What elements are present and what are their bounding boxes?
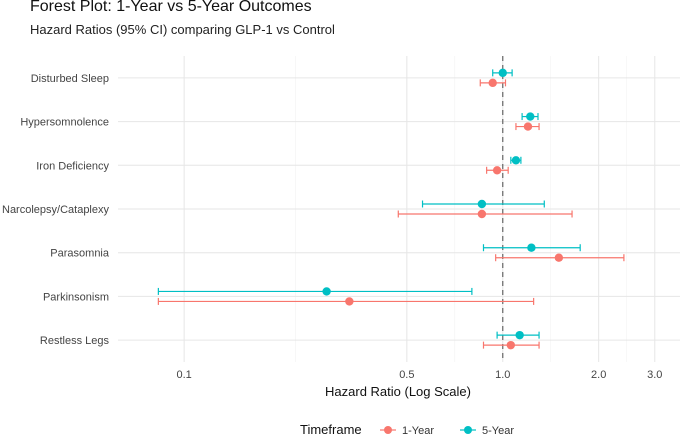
hr-point bbox=[477, 199, 487, 209]
hr-point bbox=[492, 166, 502, 175]
chart-title: Forest Plot: 1-Year vs 5-Year Outcomes bbox=[30, 0, 312, 15]
hr-point bbox=[477, 209, 487, 219]
legend: Timeframe 1-Year 5-Year bbox=[300, 422, 514, 436]
series-1-Year bbox=[157, 78, 625, 350]
hr-point bbox=[523, 122, 533, 131]
hr-point bbox=[515, 330, 524, 340]
x-tick-label: 3.0 bbox=[647, 369, 662, 381]
forest-plot: Disturbed Sleep Hypersomnolence Iron Defic… bbox=[2, 56, 680, 399]
series-5-Year bbox=[157, 68, 581, 340]
x-tick-label: 0.5 bbox=[399, 369, 414, 381]
y-tick-label: Narcolepsy/Cataplexy bbox=[2, 204, 109, 216]
y-tick-label: Parasomnia bbox=[50, 248, 110, 260]
x-tick-label: 0.1 bbox=[176, 369, 191, 381]
x-tick-label: 2.0 bbox=[591, 369, 606, 381]
hr-point bbox=[506, 340, 516, 350]
y-tick-label: Parkinsonism bbox=[43, 291, 109, 303]
legend-label: 1-Year bbox=[402, 425, 434, 436]
hr-point bbox=[322, 287, 331, 296]
chart-subtitle: Hazard Ratios (95% CI) comparing GLP-1 v… bbox=[30, 22, 335, 37]
hr-point bbox=[527, 243, 536, 252]
hr-point bbox=[554, 253, 564, 262]
hr-point bbox=[526, 112, 535, 121]
hr-point bbox=[345, 297, 354, 306]
y-tick-label: Hypersomnolence bbox=[20, 117, 109, 129]
y-tick-label: Disturbed Sleep bbox=[31, 73, 109, 85]
legend-title: Timeframe bbox=[300, 422, 362, 436]
legend-key-point bbox=[384, 426, 392, 434]
y-tick-label: Iron Deficiency bbox=[36, 160, 109, 172]
x-tick-label: 1.0 bbox=[495, 369, 510, 381]
x-axis-title: Hazard Ratio (Log Scale) bbox=[325, 384, 471, 399]
hr-point bbox=[488, 78, 497, 88]
hr-point bbox=[511, 156, 521, 165]
y-tick-label: Restless Legs bbox=[40, 335, 110, 347]
hr-point bbox=[498, 68, 507, 78]
legend-label: 5-Year bbox=[482, 425, 514, 436]
legend-key-point bbox=[464, 426, 472, 434]
